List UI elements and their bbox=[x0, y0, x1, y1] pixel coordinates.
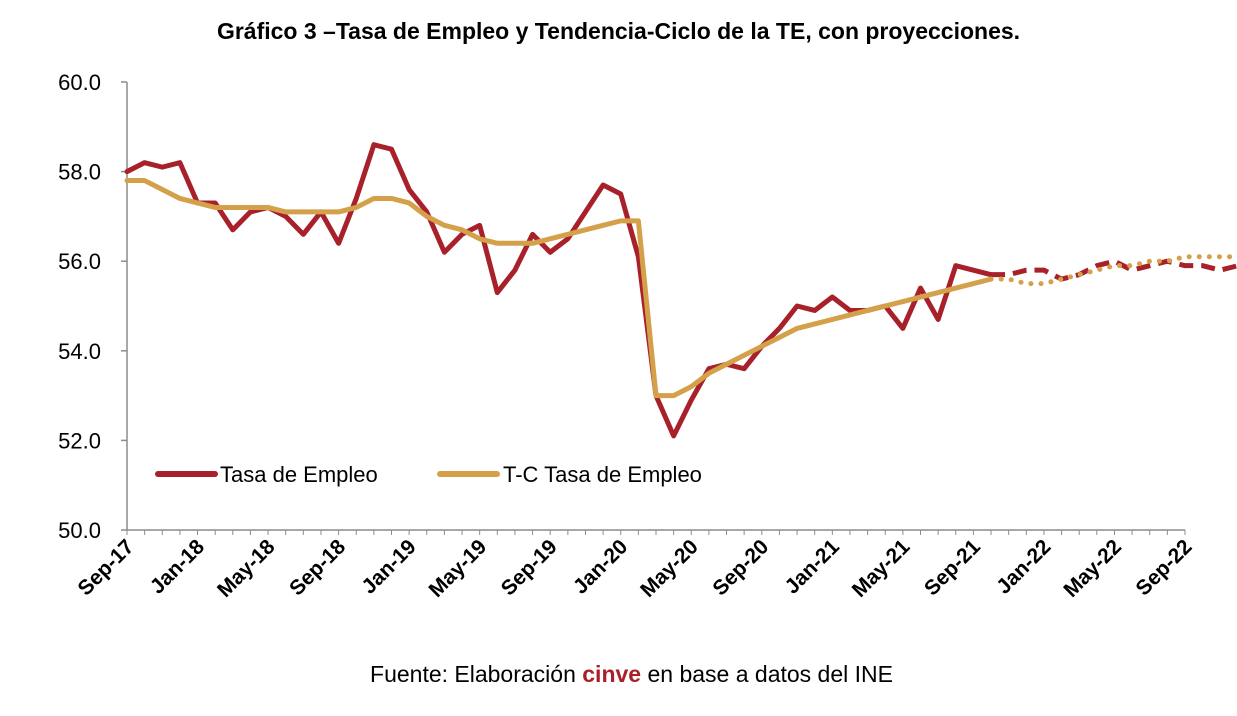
x-tick-label: May-20 bbox=[636, 535, 703, 602]
x-tick-label: Jan-19 bbox=[357, 535, 420, 598]
source-brand: cinve bbox=[582, 661, 642, 687]
source-suffix: en base a datos del INE bbox=[641, 661, 893, 687]
legend: Tasa de Empleo T-C Tasa de Empleo bbox=[155, 462, 702, 487]
x-tick-label: May-22 bbox=[1059, 535, 1126, 602]
y-tick-label: 58.0 bbox=[58, 160, 101, 185]
y-tick-label: 54.0 bbox=[58, 339, 101, 364]
x-tick-label: Sep-22 bbox=[1132, 535, 1197, 600]
y-tick-label: 52.0 bbox=[58, 428, 101, 453]
y-tick-label: 50.0 bbox=[58, 518, 101, 543]
x-tick-label: Sep-19 bbox=[497, 535, 562, 600]
x-tick-label: May-19 bbox=[425, 535, 492, 602]
source-note: Fuente: Elaboración cinve en base a dato… bbox=[0, 661, 1237, 688]
legend-label: T-C Tasa de Empleo bbox=[503, 462, 702, 487]
y-axis: 60.0 58.0 56.0 54.0 52.0 50.0 bbox=[58, 70, 128, 543]
chart-title: Gráfico 3 –Tasa de Empleo y Tendencia-Ci… bbox=[216, 18, 1021, 44]
x-tick-label: Sep-20 bbox=[708, 535, 773, 600]
y-tick-label: 56.0 bbox=[58, 249, 101, 274]
x-tick-label: Sep-17 bbox=[74, 535, 139, 600]
x-axis: Sep-17 Jan-18 May-18 Sep-18 Jan-19 May-19 Sep-… bbox=[74, 529, 1197, 602]
x-tick-label: Jan-18 bbox=[146, 535, 210, 599]
x-tick-label: Jan-20 bbox=[569, 535, 632, 598]
x-tick-label: Jan-21 bbox=[781, 535, 845, 599]
x-tick-label: May-18 bbox=[213, 535, 280, 602]
x-tick-label: Sep-18 bbox=[285, 535, 350, 600]
legend-label: Tasa de Empleo bbox=[220, 462, 378, 487]
series-lines bbox=[124, 142, 1237, 439]
series-line-3 bbox=[988, 254, 1237, 287]
x-tick-label: Jan-22 bbox=[992, 535, 1055, 598]
x-tick-label: Sep-21 bbox=[920, 535, 985, 600]
x-tick-label: May-21 bbox=[848, 535, 915, 602]
source-prefix: Fuente: Elaboración bbox=[370, 661, 583, 687]
y-tick-label: 60.0 bbox=[58, 70, 101, 95]
series-line-1 bbox=[124, 178, 994, 399]
series-line-2 bbox=[991, 258, 1237, 282]
series-line-0 bbox=[124, 142, 994, 439]
